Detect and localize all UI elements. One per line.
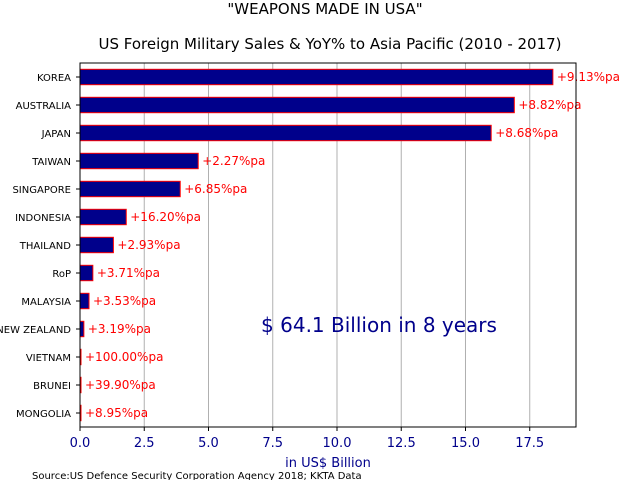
x-tick-label: 17.5 bbox=[515, 436, 544, 451]
bar bbox=[79, 320, 85, 338]
bar-value-label: +9.13%pa bbox=[557, 70, 620, 84]
bar bbox=[79, 236, 114, 254]
x-tick-labels: 0.0 2.5 5.0 7.5 10.0 12.5 15.0 17.5 bbox=[70, 427, 544, 451]
bar-value-label: +3.19%pa bbox=[88, 322, 151, 336]
category-label: AUSTRALIA bbox=[16, 101, 72, 112]
x-tick-label: 15.0 bbox=[451, 436, 480, 451]
category-label: BRUNEI bbox=[33, 381, 71, 392]
category-label: MALAYSIA bbox=[21, 297, 71, 308]
bar-value-label: +39.90%pa bbox=[85, 378, 156, 392]
category-label: NEW ZEALAND bbox=[0, 325, 71, 336]
category-label: RoP bbox=[52, 269, 71, 280]
bar bbox=[79, 68, 554, 86]
x-tick-label: 5.0 bbox=[198, 436, 219, 451]
chart-subtitle: US Foreign Military Sales & YoY% to Asia… bbox=[98, 35, 561, 53]
category-labels: KOREA AUSTRALIA JAPAN TAIWAN SINGAPORE INDONE… bbox=[0, 73, 80, 420]
plot-frame bbox=[79, 62, 577, 428]
category-label: THAILAND bbox=[19, 241, 72, 252]
bar-value-label: +3.71%pa bbox=[97, 266, 160, 280]
chart-title: "WEAPONS MADE IN USA" bbox=[227, 0, 422, 18]
bar-value-label: +100.00%pa bbox=[85, 350, 163, 364]
total-annotation: $ 64.1 Billion in 8 years bbox=[261, 313, 497, 337]
bar-value-label: +6.85%pa bbox=[184, 182, 247, 196]
bar-labels: +9.13%pa +8.82%pa +8.68%pa +2.27%pa +6.85%pa… bbox=[85, 70, 620, 420]
category-label: MONGOLIA bbox=[16, 409, 71, 420]
bar bbox=[79, 180, 181, 198]
bar-value-label: +2.27%pa bbox=[202, 154, 265, 168]
bar-value-label: +2.93%pa bbox=[117, 238, 180, 252]
x-axis-label: in US$ Billion bbox=[285, 456, 371, 471]
x-tick-label: 0.0 bbox=[70, 436, 91, 451]
bar bbox=[79, 96, 515, 114]
bar bbox=[79, 264, 94, 282]
bar bbox=[79, 124, 492, 142]
x-tick-label: 10.0 bbox=[323, 436, 352, 451]
bars bbox=[79, 68, 554, 422]
bar bbox=[79, 152, 199, 170]
x-tick-label: 12.5 bbox=[387, 436, 416, 451]
bar bbox=[79, 292, 90, 310]
category-label: JAPAN bbox=[41, 129, 71, 140]
category-label: INDONESIA bbox=[15, 213, 71, 224]
bar-value-label: +16.20%pa bbox=[130, 210, 201, 224]
grid-lines bbox=[143, 63, 531, 427]
x-tick-label: 7.5 bbox=[262, 436, 283, 451]
category-label: VIETNAM bbox=[26, 353, 71, 364]
bar bbox=[79, 208, 127, 226]
bar-value-label: +8.95%pa bbox=[85, 406, 148, 420]
bar-value-label: +3.53%pa bbox=[93, 294, 156, 308]
bar-value-label: +8.82%pa bbox=[518, 98, 581, 112]
x-tick-label: 2.5 bbox=[134, 436, 155, 451]
category-label: TAIWAN bbox=[31, 157, 71, 168]
category-label: KOREA bbox=[37, 73, 71, 84]
bar-value-label: +8.68%pa bbox=[495, 126, 558, 140]
category-label: SINGAPORE bbox=[12, 185, 71, 196]
source-note: Source:US Defence Security Corporation A… bbox=[32, 471, 362, 480]
